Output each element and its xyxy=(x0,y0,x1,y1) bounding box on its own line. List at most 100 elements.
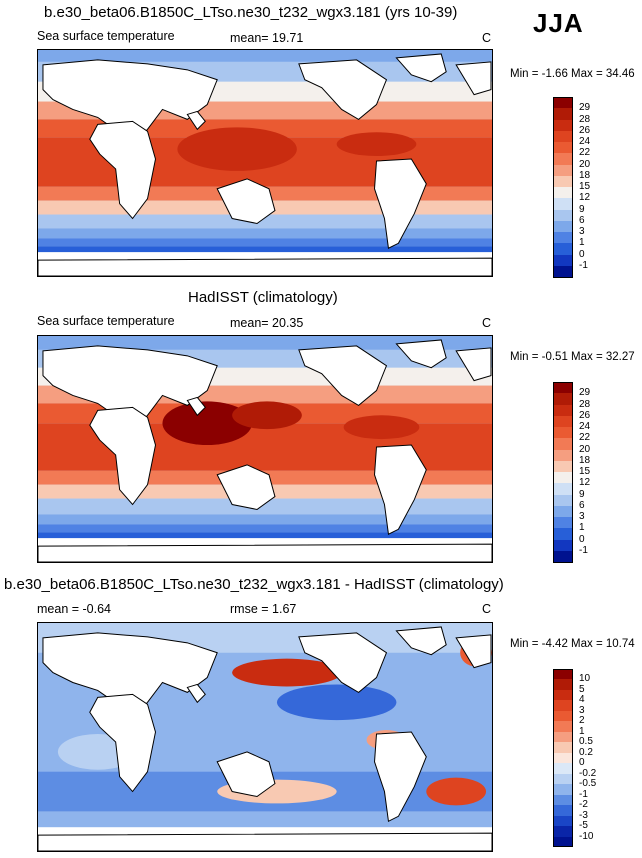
panel3-mean-label: mean = -0.64 xyxy=(37,602,112,616)
colorbar-tick-label: 20 xyxy=(579,443,591,455)
colorbar-swatch xyxy=(553,220,573,233)
panel3-minmax-label: Min = -4.42 Max = 10.74 xyxy=(510,638,635,650)
panel3-rmse-label: rmse = 1.67 xyxy=(230,602,297,616)
panel3-title: b.e30_beta06.B1850C_LTso.ne30_t232_wgx3.… xyxy=(4,576,504,593)
colorbar-tick-label: 9 xyxy=(579,488,585,500)
colorbar-swatch xyxy=(553,254,573,267)
panel3-map xyxy=(37,622,493,852)
colorbar-tick-label: 18 xyxy=(579,454,591,466)
colorbar-swatch xyxy=(553,742,573,754)
colorbar-swatch xyxy=(553,119,573,132)
colorbar-tick-label: -1 xyxy=(579,544,588,556)
panel2-mean-label: mean= 20.35 xyxy=(230,316,304,330)
colorbar-tick-label: 20 xyxy=(579,158,591,170)
colorbar-tick-label: 29 xyxy=(579,387,591,399)
colorbar-swatch xyxy=(553,517,573,529)
colorbar-swatch xyxy=(553,108,573,120)
colorbar-swatch xyxy=(553,382,573,394)
panel1-colorbar: 29 28 26 24 22 20 18 15 12 9 6 3 1 0 -1 xyxy=(553,97,613,278)
colorbar-tick-label: 0 xyxy=(579,248,585,260)
colorbar-swatch xyxy=(553,689,573,701)
colorbar-tick-label: 0 xyxy=(579,757,585,769)
colorbar-swatch xyxy=(553,815,573,827)
colorbar-swatch xyxy=(553,752,573,764)
colorbar-tick-label: 4 xyxy=(579,694,585,706)
colorbar-swatch xyxy=(553,243,573,255)
colorbar-tick-label: 3 xyxy=(579,226,585,237)
panel3-difference-field xyxy=(38,623,492,851)
panel1-units-label: C xyxy=(482,31,492,45)
colorbar-tick-label: 29 xyxy=(579,102,591,114)
panel2-minmax-label: Min = -0.51 Max = 32.27 xyxy=(510,351,635,363)
panel1-map xyxy=(37,49,493,277)
panel1-minmax-label: Min = -1.66 Max = 34.46 xyxy=(510,68,635,80)
colorbar-swatch xyxy=(553,700,573,712)
colorbar-swatch xyxy=(553,265,573,278)
colorbar-tick-label: 24 xyxy=(579,421,591,432)
colorbar-swatch xyxy=(553,836,573,848)
colorbar-swatch xyxy=(553,826,573,838)
colorbar-swatch xyxy=(553,427,573,439)
colorbar-swatch xyxy=(553,438,573,450)
panel1-sst-field xyxy=(38,50,492,276)
colorbar-tick-label: 6 xyxy=(579,214,585,226)
colorbar-swatch xyxy=(553,794,573,806)
colorbar-swatch xyxy=(553,505,573,518)
colorbar-swatch xyxy=(553,763,573,775)
colorbar-tick-label: 2 xyxy=(579,715,585,727)
colorbar-tick-label: 22 xyxy=(579,147,591,159)
colorbar-tick-label: 1 xyxy=(579,237,585,249)
colorbar-swatch xyxy=(553,209,573,222)
colorbar-tick-label: 0 xyxy=(579,533,585,545)
colorbar-swatch xyxy=(553,539,573,552)
panel1-title: b.e30_beta06.B1850C_LTso.ne30_t232_wgx3.… xyxy=(44,4,458,21)
colorbar-tick-label: 3 xyxy=(579,511,585,522)
colorbar-tick-label: 9 xyxy=(579,203,585,215)
colorbar-tick-label: 0.2 xyxy=(579,746,593,758)
colorbar-swatch xyxy=(553,805,573,817)
colorbar-swatch xyxy=(553,679,573,691)
colorbar-tick-label: 12 xyxy=(579,477,591,489)
colorbar-tick-label: 24 xyxy=(579,136,591,147)
colorbar-swatch xyxy=(553,528,573,540)
colorbar-swatch xyxy=(553,731,573,743)
panel2-colorbar: 29 28 26 24 22 20 18 15 12 9 6 3 1 0 -1 xyxy=(553,382,613,563)
colorbar-tick-label: -3 xyxy=(579,809,588,821)
panel2-variable-label: Sea surface temperature xyxy=(37,314,175,328)
colorbar-tick-label: -2 xyxy=(579,799,588,811)
colorbar-swatch xyxy=(553,97,573,109)
colorbar-tick-label: 12 xyxy=(579,192,591,204)
colorbar-swatch xyxy=(553,773,573,785)
colorbar-swatch xyxy=(553,404,573,417)
colorbar-tick-label: 0.5 xyxy=(579,736,593,748)
panel2-sst-field xyxy=(38,336,492,562)
colorbar-tick-label: 1 xyxy=(579,522,585,534)
colorbar-tick-label: -0.5 xyxy=(579,778,597,790)
colorbar-tick-label: 10 xyxy=(579,673,591,685)
colorbar-tick-label: -5 xyxy=(579,820,588,832)
colorbar-tick-label: 1 xyxy=(579,725,585,737)
colorbar-swatch xyxy=(553,483,573,495)
colorbar-tick-label: 28 xyxy=(579,398,591,410)
colorbar-swatch xyxy=(553,130,573,143)
colorbar-swatch xyxy=(553,550,573,563)
colorbar-swatch xyxy=(553,669,573,680)
colorbar-swatch xyxy=(553,784,573,796)
colorbar-tick-label: 5 xyxy=(579,683,585,695)
panel2-title: HadISST (climatology) xyxy=(188,289,338,306)
colorbar-tick-label: 6 xyxy=(579,499,585,511)
colorbar-swatch xyxy=(553,472,573,484)
panel2-map xyxy=(37,335,493,563)
panel1-mean-label: mean= 19.71 xyxy=(230,31,304,45)
colorbar-tick-label: 26 xyxy=(579,409,591,421)
season-label: JJA xyxy=(533,8,584,38)
colorbar-tick-label: 18 xyxy=(579,169,591,181)
colorbar-swatch xyxy=(553,449,573,462)
colorbar-swatch xyxy=(553,187,573,199)
colorbar-swatch xyxy=(553,460,573,473)
colorbar-tick-label: 15 xyxy=(579,181,591,192)
colorbar-swatch xyxy=(553,142,573,154)
colorbar-tick-label: 22 xyxy=(579,432,591,444)
panel3-colorbar: 10 5 4 3 2 1 0.5 0.2 0 -0.2 -0.5 -1 -2 -3 -5 -10 xyxy=(553,669,613,848)
colorbar-swatch xyxy=(553,175,573,188)
